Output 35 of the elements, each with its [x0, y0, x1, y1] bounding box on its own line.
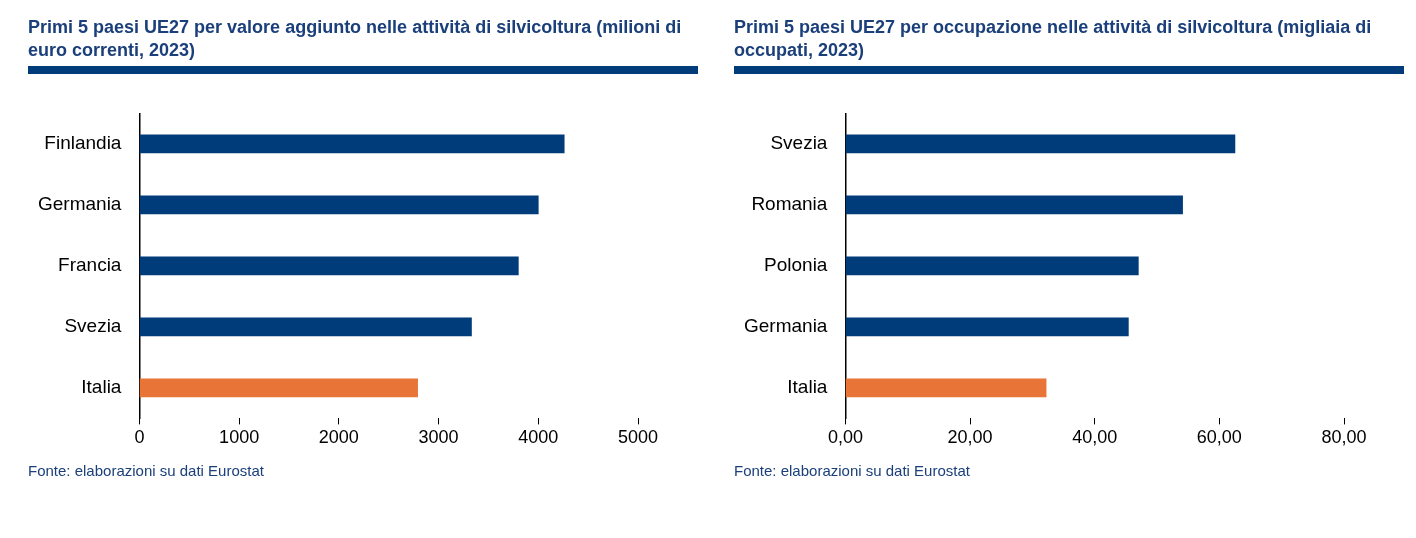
y-tick-label: Polonia [764, 254, 828, 276]
y-tick-label: Italia [787, 376, 828, 398]
bar [139, 195, 539, 215]
x-tick-label: 3000 [418, 427, 459, 448]
bar [845, 195, 1183, 215]
source-note: Fonte: elaborazioni su dati Eurostat [28, 462, 265, 479]
y-tick-label: Francia [58, 254, 122, 276]
bar [139, 256, 519, 276]
x-tick-label: 60,00 [1196, 427, 1242, 448]
chart-title: Primi 5 paesi UE27 per occupazione nelle attività di silvicoltura (migliaia di occupati, 2023) [734, 16, 1404, 74]
bar [845, 317, 1129, 337]
bar [845, 134, 1236, 154]
y-tick-label: Svezia [770, 132, 828, 154]
bar [845, 256, 1139, 276]
bar [139, 378, 418, 398]
bar [139, 317, 472, 337]
x-tick-label: 20,00 [947, 427, 993, 448]
y-tick-label: Finlandia [44, 132, 122, 154]
y-tick-label: Italia [81, 376, 122, 398]
x-tick-label: 2000 [318, 427, 359, 448]
bar [139, 134, 565, 154]
x-tick-label: 0,00 [827, 427, 863, 448]
y-tick-label: Svezia [64, 315, 122, 337]
x-tick-label: 80,00 [1321, 427, 1367, 448]
x-tick-label: 0 [134, 427, 145, 448]
y-tick-label: Germania [744, 315, 828, 337]
y-tick-label: Germania [38, 193, 122, 215]
x-tick-label: 4000 [518, 427, 559, 448]
y-tick-label: Romania [751, 193, 828, 215]
chart-title: Primi 5 paesi UE27 per valore aggiunto nelle attività di silvicoltura (milioni di euro correnti, 2023) [28, 16, 698, 74]
x-tick-label: 5000 [617, 427, 659, 448]
bar [845, 378, 1047, 398]
x-tick-label: 1000 [219, 427, 260, 448]
x-tick-label: 40,00 [1072, 427, 1118, 448]
source-note: Fonte: elaborazioni su dati Eurostat [734, 462, 971, 479]
